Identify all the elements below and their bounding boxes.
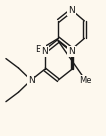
- Text: N: N: [68, 6, 75, 15]
- Text: N: N: [68, 47, 75, 56]
- Text: N: N: [28, 76, 34, 85]
- Text: Me: Me: [79, 76, 92, 85]
- Text: Br: Br: [36, 45, 45, 54]
- Text: N: N: [41, 47, 48, 56]
